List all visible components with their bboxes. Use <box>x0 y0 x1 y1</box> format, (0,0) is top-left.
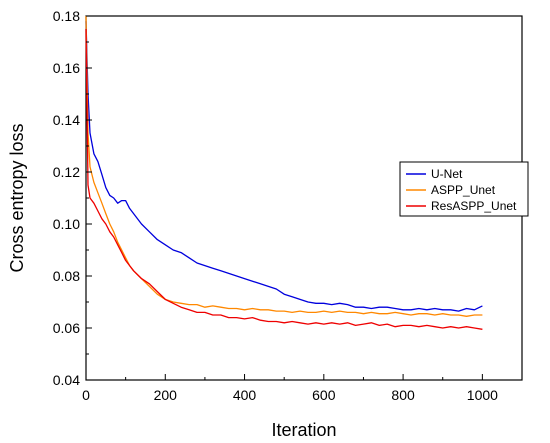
x-tick-label: 200 <box>154 387 178 403</box>
y-tick-label: 0.10 <box>53 216 80 232</box>
y-axis-title: Cross entropy loss <box>7 123 27 272</box>
legend-box <box>399 161 529 217</box>
x-tick-label: 1000 <box>467 387 498 403</box>
x-tick-label: 400 <box>233 387 257 403</box>
series-line-u-net <box>85 21 483 312</box>
series-line-resaspp-unet <box>85 28 483 330</box>
legend: U-Net ASPP_Unet ResASPP_Unet <box>399 161 529 217</box>
series-layer <box>85 15 483 330</box>
x-tick-label: 600 <box>312 387 336 403</box>
x-axis-title: Iteration <box>271 420 336 440</box>
legend-label-aspp-unet: ASPP_Unet <box>431 183 496 197</box>
x-tick-label: 0 <box>82 387 90 403</box>
y-tick-label: 0.08 <box>53 268 80 284</box>
y-tick-label: 0.06 <box>53 320 80 336</box>
x-tick-label: 800 <box>391 387 415 403</box>
legend-label-u-net: U-Net <box>431 167 463 181</box>
legend-label-resaspp-unet: ResASPP_Unet <box>431 199 517 213</box>
y-tick-label: 0.12 <box>53 164 80 180</box>
y-tick-label: 0.14 <box>53 112 80 128</box>
y-tick-label: 0.18 <box>53 8 80 24</box>
series-line-aspp-unet <box>85 15 483 317</box>
y-tick-label: 0.16 <box>53 60 80 76</box>
y-tick-label: 0.04 <box>53 372 80 388</box>
ticks-layer: 0 200 400 600 800 1000 0.04 0.06 0.08 0.10 0.12 0.1… <box>53 8 498 403</box>
